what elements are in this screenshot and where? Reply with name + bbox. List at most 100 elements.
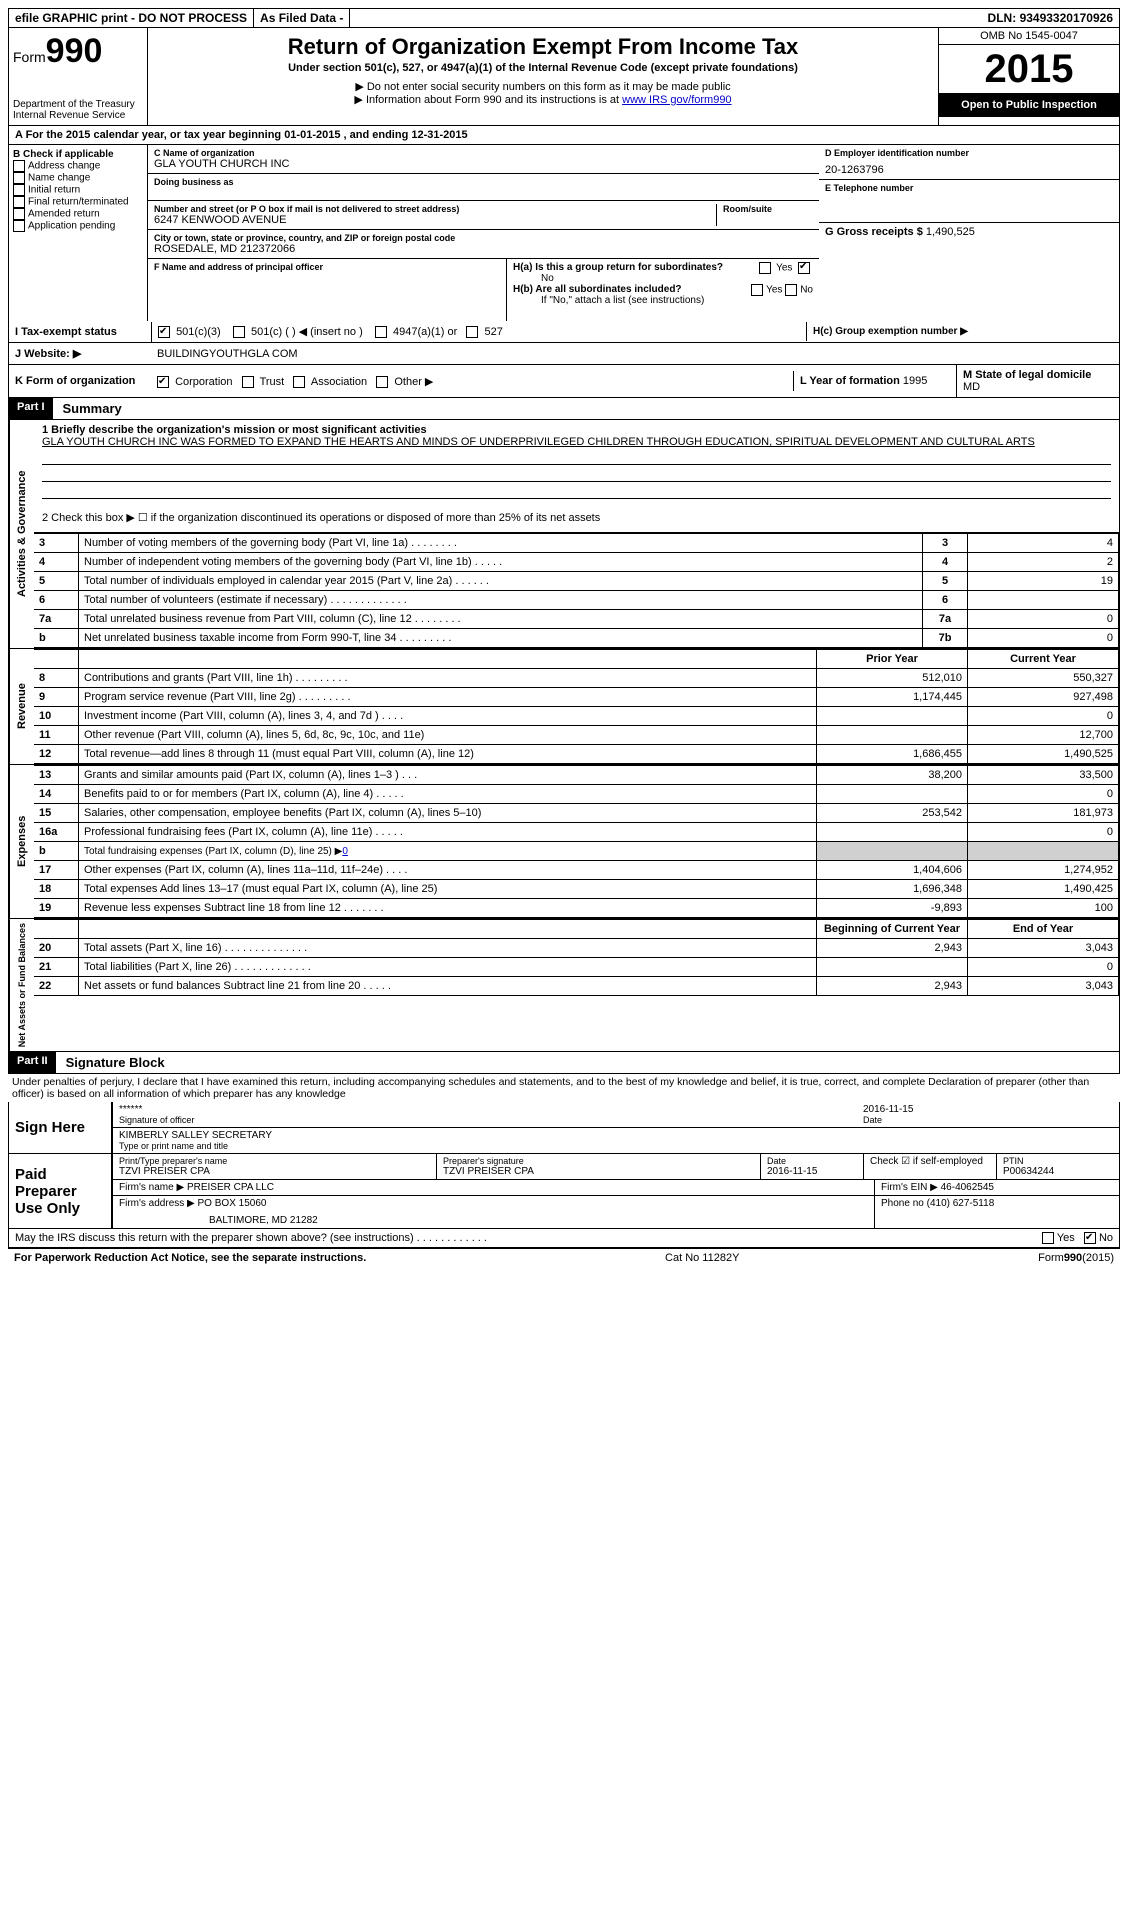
ha-no-text: No [541, 273, 554, 284]
ha-yes-check[interactable] [759, 262, 771, 274]
hb-label: H(b) Are all subordinates included? [513, 284, 682, 295]
discuss-yes-check[interactable] [1042, 1232, 1054, 1244]
paid-preparer-section: Paid Preparer Use Only Print/Type prepar… [8, 1154, 1120, 1229]
opt-other: Other ▶ [394, 376, 433, 388]
check-label: Address change [28, 161, 100, 172]
check-501c[interactable] [233, 326, 245, 338]
check-address-change[interactable]: Address change [13, 160, 143, 172]
tax-exempt-label: I Tax-exempt status [9, 322, 152, 342]
table-row: bTotal fundraising expenses (Part IX, co… [34, 842, 1119, 861]
city-value: ROSEDALE, MD 212372066 [154, 243, 813, 255]
signature-date: 2016-11-15 [863, 1104, 1113, 1115]
table-row: 19Revenue less expenses Subtract line 18… [34, 899, 1119, 918]
year-formation-value: 1995 [903, 375, 927, 387]
check-527[interactable] [466, 326, 478, 338]
opt-501c: 501(c) ( ) ◀ (insert no ) [251, 326, 363, 338]
room-label: Room/suite [723, 204, 813, 214]
mission-text: GLA YOUTH CHURCH INC WAS FORMED TO EXPAN… [42, 436, 1111, 448]
gross-value: 1,490,525 [926, 226, 975, 238]
opt-4947: 4947(a)(1) or [393, 326, 457, 338]
table-row: 4Number of independent voting members of… [34, 553, 1119, 572]
table-row: 17Other expenses (Part IX, column (A), l… [34, 861, 1119, 880]
tax-exempt-options: 501(c)(3) 501(c) ( ) ◀ (insert no ) 4947… [152, 321, 806, 342]
firm-addr1: PO BOX 15060 [198, 1198, 267, 1209]
discuss-yes: Yes [1057, 1232, 1075, 1244]
prep-sig-label: Preparer's signature [443, 1156, 754, 1166]
check-name-change[interactable]: Name change [13, 172, 143, 184]
year-formation-label: L Year of formation [800, 375, 900, 387]
side-governance: Activities & Governance [9, 420, 34, 648]
check-other[interactable] [376, 376, 388, 388]
opt-corp: Corporation [175, 376, 232, 388]
ptin-label: PTIN [1003, 1156, 1113, 1166]
table-row: 18Total expenses Add lines 13–17 (must e… [34, 880, 1119, 899]
table-row: 6Total number of volunteers (estimate if… [34, 591, 1119, 610]
phone-label: E Telephone number [825, 183, 1113, 193]
governance-table: 3Number of voting members of the governi… [34, 533, 1119, 648]
hc-label: H(c) Group exemption number ▶ [813, 326, 968, 337]
street-label: Number and street (or P O box if mail is… [154, 204, 716, 214]
opt-trust: Trust [260, 376, 285, 388]
table-row: 9Program service revenue (Part VIII, lin… [34, 688, 1119, 707]
street-value: 6247 KENWOOD AVENUE [154, 214, 716, 226]
check-label: Name change [28, 173, 90, 184]
prep-name: TZVI PREISER CPA [119, 1166, 430, 1177]
row-i: I Tax-exempt status 501(c)(3) 501(c) ( )… [8, 321, 1120, 343]
hb-no-check[interactable] [785, 284, 797, 296]
discuss-text: May the IRS discuss this return with the… [15, 1232, 1042, 1244]
check-4947[interactable] [375, 326, 387, 338]
firm-name-label: Firm's name ▶ [119, 1182, 184, 1193]
form-header: Form990 Department of the Treasury Inter… [8, 28, 1120, 126]
officer-name: KIMBERLY SALLEY SECRETARY [119, 1130, 1113, 1141]
footer-right: Form990(2015) [1038, 1252, 1114, 1264]
line2-discontinued: 2 Check this box ▶ ☐ if the organization… [34, 503, 1119, 533]
ha-no-check[interactable] [798, 262, 810, 274]
side-netassets: Net Assets or Fund Balances [9, 919, 34, 1051]
no-label: No [800, 285, 813, 296]
website-label: J Website: ▶ [9, 343, 151, 364]
check-trust[interactable] [242, 376, 254, 388]
revenue-table: Prior YearCurrent Year8Contributions and… [34, 649, 1119, 764]
org-name-label: C Name of organization [154, 148, 813, 158]
signature-redacted: ****** [119, 1104, 851, 1115]
table-row: 16aProfessional fundraising fees (Part I… [34, 823, 1119, 842]
hc-row: H(c) Group exemption number ▶ [806, 322, 1119, 341]
firm-ein-label: Firm's EIN ▶ [881, 1182, 938, 1193]
check-association[interactable] [293, 376, 305, 388]
form-org-label: K Form of organization [9, 371, 151, 391]
footer-mid: Cat No 11282Y [665, 1252, 739, 1264]
yes-label: Yes [766, 285, 782, 296]
table-row: 7aTotal unrelated business revenue from … [34, 610, 1119, 629]
state-domicile-label: M State of legal domicile [963, 369, 1091, 381]
prep-date: 2016-11-15 [767, 1166, 857, 1177]
side-revenue: Revenue [9, 649, 34, 764]
header-right: OMB No 1545-0047 2015 Open to Public Ins… [938, 28, 1119, 125]
irs-link[interactable]: www IRS gov/form990 [622, 94, 731, 106]
table-row: bNet unrelated business taxable income f… [34, 629, 1119, 648]
prep-date-label: Date [767, 1156, 857, 1166]
city-label: City or town, state or province, country… [154, 233, 813, 243]
check-application-pending[interactable]: Application pending [13, 220, 143, 232]
opt-527: 527 [484, 326, 502, 338]
firm-phone-label: Phone no [881, 1198, 924, 1209]
part1-header-row: Part I Summary [8, 398, 1120, 420]
table-row: 15Salaries, other compensation, employee… [34, 804, 1119, 823]
check-final-return[interactable]: Final return/terminated [13, 196, 143, 208]
section-h: H(a) Is this a group return for subordin… [506, 259, 819, 321]
check-amended-return[interactable]: Amended return [13, 208, 143, 220]
discuss-no-check[interactable] [1084, 1232, 1096, 1244]
table-row: 5Total number of individuals employed in… [34, 572, 1119, 591]
firm-ein: 46-4062545 [941, 1182, 994, 1193]
firm-phone: (410) 627-5118 [927, 1198, 995, 1209]
row-k: K Form of organization Corporation Trust… [8, 365, 1120, 398]
table-row: 13Grants and similar amounts paid (Part … [34, 766, 1119, 785]
check-corporation[interactable] [157, 376, 169, 388]
prep-name-label: Print/Type preparer's name [119, 1156, 430, 1166]
dept-irs: Internal Revenue Service [13, 110, 143, 121]
check-501c3[interactable] [158, 326, 170, 338]
check-label: Application pending [28, 221, 115, 232]
officer-name-label: Type or print name and title [119, 1141, 1113, 1151]
check-initial-return[interactable]: Initial return [13, 184, 143, 196]
header-mid: Return of Organization Exempt From Incom… [148, 28, 938, 125]
hb-yes-check[interactable] [751, 284, 763, 296]
